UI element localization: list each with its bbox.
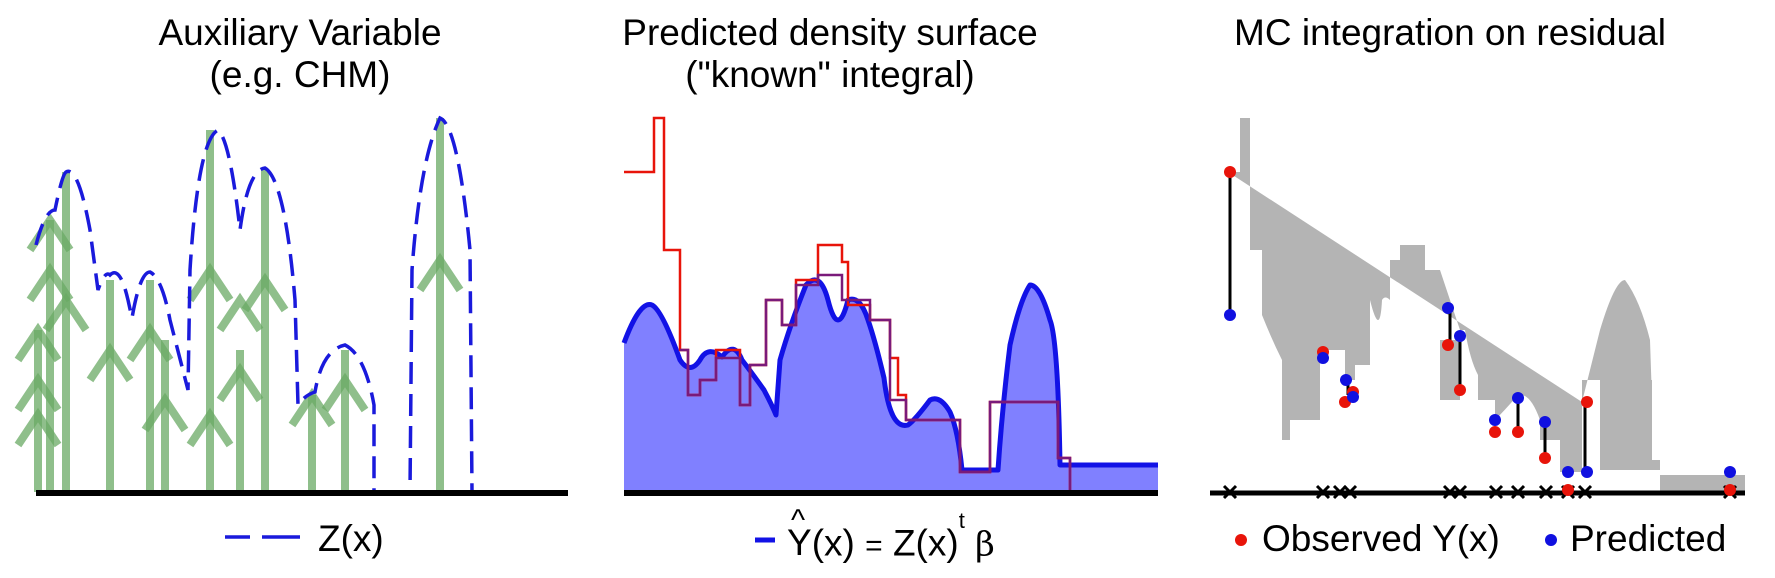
legend-transpose: t — [958, 508, 965, 533]
x-marker — [1510, 484, 1526, 500]
observed-points — [1224, 166, 1736, 496]
legend-Y: Y — [787, 522, 812, 564]
predicted-density-curve — [621, 277, 1158, 473]
legend-eq: = — [865, 529, 883, 563]
tree-group — [14, 118, 464, 492]
left-panel — [14, 115, 568, 496]
observed-point — [1224, 166, 1236, 178]
tree-9 — [241, 170, 289, 492]
observed-point — [1539, 452, 1551, 464]
legend-hat: ^ — [791, 504, 806, 538]
predicted-point — [1489, 414, 1501, 426]
x-marker — [1222, 484, 1238, 500]
tree-6 — [141, 340, 189, 492]
tree-11 — [321, 350, 369, 492]
legend-beta: β — [975, 524, 995, 565]
x-marker — [1315, 484, 1331, 500]
predicted-points — [1224, 302, 1736, 478]
middle-title-line2: ("known" integral) — [685, 54, 975, 95]
x-marker — [1577, 484, 1593, 500]
predicted-point — [1724, 466, 1736, 478]
legend-Z: Z(x) — [892, 522, 959, 564]
observed-point — [1562, 484, 1574, 496]
observed-point — [1442, 339, 1454, 351]
predicted-point — [1317, 352, 1329, 364]
tree-12 — [416, 118, 464, 492]
predicted-point — [1340, 374, 1352, 386]
middle-panel-title: Predicted density surface ("known" integ… — [590, 12, 1070, 96]
middle-panel — [621, 116, 1158, 496]
x-marker — [1452, 484, 1468, 500]
predicted-point — [1562, 466, 1574, 478]
predicted-point — [1539, 416, 1551, 428]
left-title-line1: Auxiliary Variable — [158, 12, 442, 53]
residual-area-tail — [1600, 380, 1745, 492]
x-marker — [1538, 484, 1554, 500]
tree-3 — [42, 172, 90, 492]
observed-point — [1512, 426, 1524, 438]
legend-predicted-density: ^ Y (x) = Z(x)t β — [787, 504, 995, 567]
middle-title-line1: Predicted density surface — [622, 12, 1038, 53]
predicted-point — [1512, 392, 1524, 404]
residual-area-mid — [1290, 340, 1460, 420]
predicted-density-fill — [624, 280, 1158, 492]
tree-7 — [186, 130, 234, 492]
legend-chm-label: Z(x) — [318, 518, 384, 559]
right-title-line1: MC integration on residual — [1234, 12, 1666, 53]
x-marker — [1488, 484, 1504, 500]
predicted-point — [1581, 466, 1593, 478]
observed-point — [1489, 426, 1501, 438]
overlap-step-function — [680, 273, 1072, 492]
legend-predicted-label: Predicted — [1570, 518, 1727, 559]
predicted-point — [1347, 391, 1359, 403]
tree-4 — [86, 280, 134, 492]
predicted-point — [1224, 309, 1236, 321]
right-panel-title: MC integration on residual — [1170, 12, 1730, 54]
legend-predicted-dot — [1545, 534, 1557, 546]
right-panel — [1210, 118, 1745, 500]
predicted-point — [1454, 330, 1466, 342]
observed-point — [1581, 396, 1593, 408]
legend-observed-label: Observed Y(x) — [1262, 518, 1500, 559]
left-title-line2: (e.g. CHM) — [209, 54, 391, 95]
legend-observed-dot — [1235, 534, 1247, 546]
tree-8 — [216, 292, 264, 492]
chm-dashed-curve — [34, 115, 568, 494]
left-panel-title: Auxiliary Variable (e.g. CHM) — [90, 12, 510, 96]
predicted-point — [1442, 302, 1454, 314]
observed-point — [1724, 484, 1736, 496]
legend-x-arg: (x) — [811, 522, 855, 564]
observed-point — [1454, 384, 1466, 396]
residual-area — [1228, 118, 1652, 472]
x-marker — [1342, 484, 1358, 500]
